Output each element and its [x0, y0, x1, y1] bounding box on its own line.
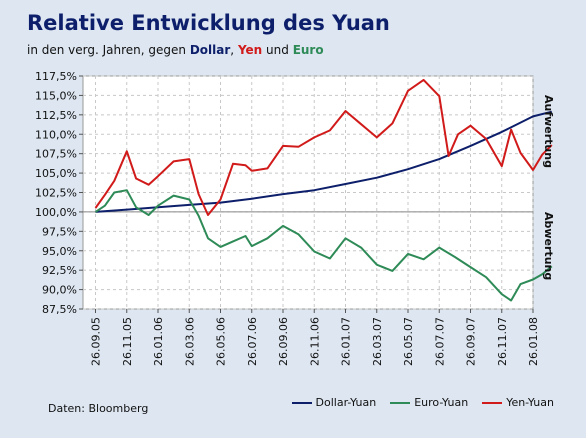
- y-tick-label: 102,5%: [35, 187, 77, 200]
- y-tick-label: 92,5%: [42, 264, 77, 277]
- x-tick-label: 26.11.07: [496, 317, 509, 366]
- x-tick-label: 26.05.07: [402, 317, 415, 366]
- y-tick-label: 100,0%: [35, 206, 77, 219]
- chart-subtitle: in den verg. Jahren, gegen Dollar, Yen u…: [27, 43, 324, 57]
- x-tick-label: 26.03.06: [183, 317, 196, 366]
- x-tick-label: 26.01.08: [527, 317, 540, 366]
- y-tick-label: 107,5%: [35, 148, 77, 161]
- legend-swatch-euro: [390, 401, 411, 404]
- x-tick-label: 26.09.06: [277, 317, 290, 366]
- y-tick-label: 112,5%: [35, 109, 77, 122]
- x-tick-label: 26.07.07: [433, 317, 446, 366]
- x-tick-label: 26.01.07: [340, 317, 353, 366]
- legend-label-euro: Euro-Yuan: [414, 396, 469, 409]
- abwertung-label: Abwertung: [542, 212, 555, 280]
- x-tick-label: 26.09.05: [90, 317, 103, 366]
- subtitle-dollar: Dollar: [189, 43, 231, 57]
- x-tick-label: 26.11.06: [308, 317, 321, 366]
- series-lines: [94, 78, 553, 302]
- euro-yuan-line: [94, 189, 553, 302]
- legend: Dollar-Yuan Euro-Yuan Yen-Yuan: [291, 396, 554, 409]
- x-tick-label: 26.01.06: [152, 317, 165, 366]
- x-tick-label: 26.05.06: [215, 317, 228, 366]
- legend-item-dollar: Dollar-Yuan: [291, 396, 377, 409]
- aufwertung-label: Aufwertung: [542, 95, 555, 168]
- chart-title: Relative Entwicklung des Yuan: [27, 11, 390, 35]
- subtitle-yen: Yen: [237, 43, 263, 57]
- x-axis: 26.09.05 26.11.05 26.01.06 26.03.06 26.05.06…: [90, 309, 540, 366]
- x-tick-label: 26.07.06: [246, 317, 259, 366]
- legend-item-euro: Euro-Yuan: [390, 396, 468, 409]
- y-tick-label: 115,0%: [35, 89, 77, 102]
- y-tick-label: 87,5%: [42, 303, 77, 316]
- legend-swatch-dollar: [291, 401, 312, 404]
- y-axis: 87,5% 90,0% 92,5% 95,0% 97,5% 100,0% 102,5% 105…: [35, 70, 83, 316]
- legend-swatch-yen: [482, 401, 503, 404]
- x-tick-label: 26.11.05: [121, 317, 134, 366]
- y-tick-label: 97,5%: [42, 225, 77, 238]
- data-source: Daten: Bloomberg: [48, 402, 149, 415]
- y-tick-label: 117,5%: [35, 70, 77, 83]
- legend-item-yen: Yen-Yuan: [482, 396, 554, 409]
- subtitle-und: und: [262, 43, 293, 57]
- legend-label-dollar: Dollar-Yuan: [315, 396, 377, 409]
- gridlines: [83, 75, 534, 310]
- y-tick-label: 95,0%: [42, 245, 77, 258]
- x-tick-label: 26.09.07: [465, 317, 478, 366]
- y-tick-label: 105,0%: [35, 167, 77, 180]
- subtitle-prefix: in den verg. Jahren, gegen: [27, 43, 190, 57]
- subtitle-euro: Euro: [292, 43, 324, 57]
- yen-yuan-line: [94, 78, 553, 216]
- legend-label-yen: Yen-Yuan: [506, 396, 554, 409]
- y-tick-label: 110,0%: [35, 128, 77, 141]
- subtitle-separator: ,: [230, 43, 238, 57]
- x-tick-label: 26.03.07: [371, 317, 384, 366]
- y-tick-label: 90,0%: [42, 284, 77, 297]
